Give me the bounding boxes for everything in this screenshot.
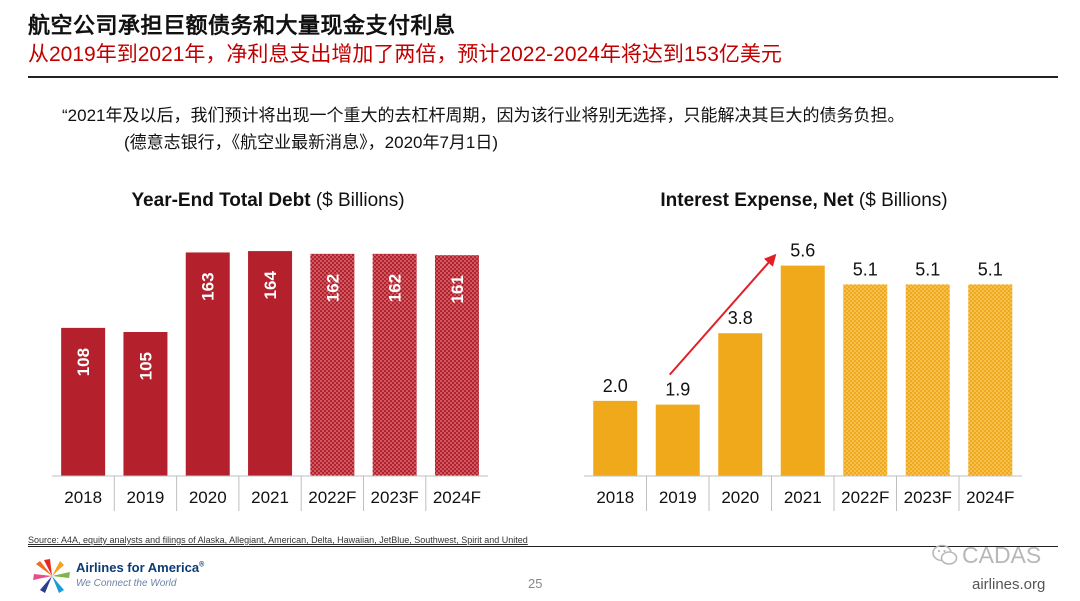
interest-expense-chart: Interest Expense, Net ($ Billions) 2.0 201… (584, 190, 1022, 511)
airlines-logo-icon (33, 559, 70, 593)
quote-block: “2021年及以后，我们预计将出现一个重大的去杠杆周期，因为该行业将别无选择，只… (62, 102, 904, 156)
bar-2023F (372, 253, 417, 476)
watermark-text: CADAS (962, 542, 1042, 568)
bar-2024F (434, 255, 479, 476)
chart-title: Interest Expense, Net ($ Billions) (660, 190, 947, 211)
website-url: airlines.org (972, 576, 1046, 593)
footer-divider (28, 546, 1058, 547)
bar-value-label: 5.1 (978, 259, 1003, 279)
quote-text: “2021年及以后，我们预计将出现一个重大的去杠杆周期，因为该行业将别无选择，只… (62, 106, 905, 125)
bar-2023F (905, 284, 950, 476)
bar-2022F (310, 253, 355, 476)
x-tick-label: 2023F (904, 488, 952, 507)
chart-title-unit: ($ Billions) (311, 190, 405, 211)
slide-title: 航空公司承担巨额债务和大量现金支付利息 (28, 13, 456, 38)
header-divider (28, 76, 1058, 78)
x-tick-label: 2021 (251, 488, 289, 507)
bar-2020 (718, 333, 763, 476)
x-tick-label: 2019 (127, 488, 165, 507)
bar-value-label: 5.6 (790, 241, 815, 261)
x-tick-label: 2018 (64, 488, 102, 507)
bar-value-label: 5.1 (853, 259, 878, 279)
chart-title-bold: Interest Expense, Net (660, 190, 854, 211)
logo-name-text: Airlines for America (76, 560, 200, 575)
x-tick-label: 2024F (433, 488, 481, 507)
x-tick-label: 2024F (966, 488, 1014, 507)
wechat-icon (932, 544, 958, 565)
bar-2018 (593, 400, 638, 476)
bar-value-label: 161 (448, 275, 467, 303)
bar-2022F (843, 284, 888, 476)
total-debt-chart: Year-End Total Debt ($ Billions) 108 2018 1… (52, 190, 488, 511)
logo-registered-mark: ® (199, 561, 205, 569)
x-tick-label: 2023F (371, 488, 419, 507)
x-tick-label: 2022F (308, 488, 356, 507)
bar-value-label: 163 (199, 272, 218, 300)
logo-name: Airlines for America® (76, 560, 204, 575)
x-tick-label: 2020 (189, 488, 227, 507)
page-number: 25 (528, 576, 543, 591)
chart-title-unit: ($ Billions) (854, 190, 948, 211)
quote-source: (德意志银行，《航空业最新消息》，2020年7月1日) (124, 133, 499, 152)
bar-2021 (780, 265, 825, 476)
bar-value-label: 3.8 (728, 308, 753, 328)
x-tick-label: 2021 (784, 488, 822, 507)
trend-arrow (669, 253, 777, 376)
bar-value-label: 105 (136, 352, 155, 380)
x-tick-label: 2019 (659, 488, 697, 507)
bar-value-label: 1.9 (665, 380, 690, 400)
x-tick-label: 2022F (841, 488, 889, 507)
bar-value-label: 108 (74, 348, 93, 376)
bar-value-label: 162 (386, 274, 405, 302)
bar-2019 (655, 404, 700, 476)
bar-2024F (968, 284, 1013, 476)
bar-value-label: 2.0 (603, 376, 628, 396)
x-tick-label: 2018 (596, 488, 634, 507)
chart-title: Year-End Total Debt ($ Billions) (131, 190, 404, 211)
bar-value-label: 5.1 (915, 259, 940, 279)
bar-2018 (61, 327, 106, 476)
bar-2021 (248, 251, 293, 476)
bar-value-label: 164 (261, 271, 280, 300)
bar-2020 (185, 252, 230, 476)
bar-2019 (123, 332, 168, 476)
chart-title-bold: Year-End Total Debt (131, 190, 311, 211)
source-note: Source: A4A, equity analysts and filings… (28, 535, 528, 545)
slide-subtitle: 从2019年到2021年，净利息支出增加了两倍，预计2022-2024年将达到1… (28, 43, 782, 66)
logo-tagline: We Connect the World (76, 578, 177, 589)
bar-value-label: 162 (323, 274, 342, 302)
x-tick-label: 2020 (721, 488, 759, 507)
